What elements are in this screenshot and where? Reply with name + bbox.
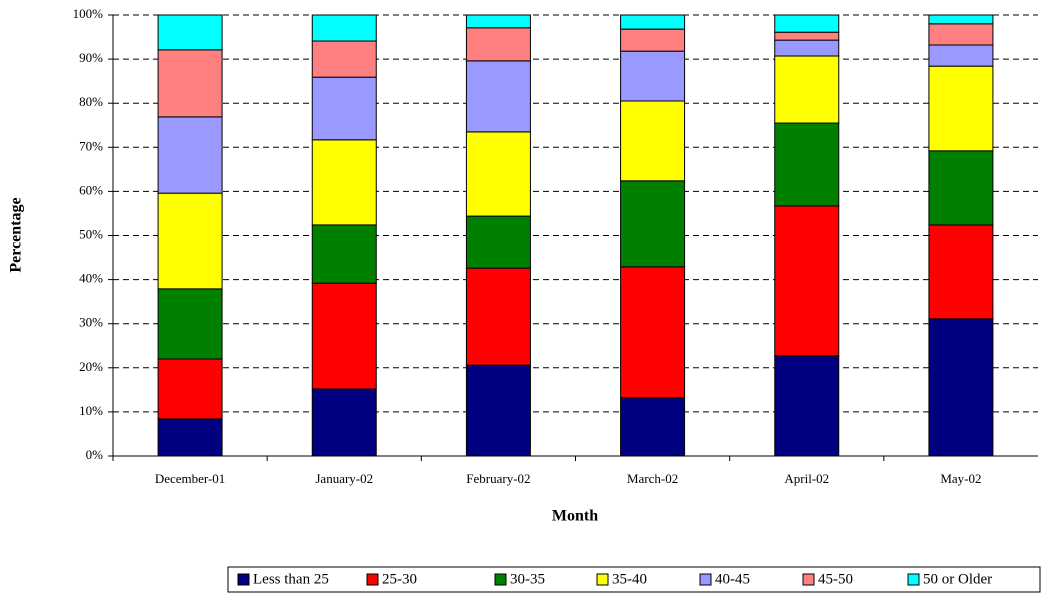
legend-text: 25-30 bbox=[382, 571, 417, 587]
legend-swatch bbox=[494, 573, 507, 586]
bar-segment bbox=[311, 139, 377, 226]
legend-swatch bbox=[907, 573, 920, 586]
bar-segment bbox=[311, 224, 377, 284]
bar-segment bbox=[157, 49, 223, 118]
legend-text: 35-40 bbox=[612, 571, 647, 587]
bar-segment bbox=[928, 23, 994, 46]
bar-segment bbox=[620, 28, 686, 52]
bar-segment bbox=[928, 224, 994, 320]
x-tick-label: January-02 bbox=[315, 471, 373, 486]
legend-box bbox=[227, 566, 1041, 593]
legend-swatch bbox=[366, 573, 379, 586]
x-tick-label: April-02 bbox=[784, 471, 829, 486]
bar-segment bbox=[465, 131, 531, 217]
bar-segment bbox=[157, 14, 223, 51]
bar-segment bbox=[465, 267, 531, 366]
bar-segment bbox=[465, 364, 531, 457]
legend-text: 50 or Older bbox=[923, 571, 992, 587]
bar-segment bbox=[774, 39, 840, 57]
bar-segment bbox=[620, 50, 686, 102]
y-axis-title: Percentage bbox=[8, 197, 25, 272]
x-tick-label: March-02 bbox=[627, 471, 678, 486]
legend-swatch bbox=[237, 573, 250, 586]
bar-segment bbox=[465, 60, 531, 133]
bar-segment bbox=[157, 288, 223, 360]
bar-segment bbox=[465, 14, 531, 29]
bar-segment bbox=[928, 65, 994, 152]
bar-segment bbox=[774, 122, 840, 207]
legend-text: 45-50 bbox=[818, 571, 853, 587]
y-tick-label: 0% bbox=[86, 447, 104, 462]
bar-segment bbox=[465, 27, 531, 62]
y-tick-label: 40% bbox=[79, 271, 103, 286]
bar-segment bbox=[620, 397, 686, 457]
legend-swatch bbox=[802, 573, 815, 586]
bar-segment bbox=[620, 180, 686, 268]
y-tick-label: 90% bbox=[79, 50, 103, 65]
bar-segment bbox=[311, 282, 377, 390]
y-tick-label: 80% bbox=[79, 94, 103, 109]
x-axis-title: Month bbox=[552, 508, 598, 525]
y-tick-label: 50% bbox=[79, 226, 103, 241]
bar-segment bbox=[620, 14, 686, 30]
y-tick-label: 70% bbox=[79, 138, 103, 153]
bar-segment bbox=[311, 76, 377, 141]
legend-text: 30-35 bbox=[510, 571, 545, 587]
x-tick-label: May-02 bbox=[940, 471, 981, 486]
bar-segment bbox=[774, 55, 840, 124]
bar-segment bbox=[311, 14, 377, 42]
x-tick-label: February-02 bbox=[466, 471, 530, 486]
legend-text: Less than 25 bbox=[253, 571, 329, 587]
bar-segment bbox=[928, 318, 994, 457]
y-tick-label: 30% bbox=[79, 315, 103, 330]
bar-segment bbox=[465, 215, 531, 269]
bar-segment bbox=[928, 44, 994, 67]
y-tick-label: 60% bbox=[79, 182, 103, 197]
bar-segment bbox=[157, 418, 223, 457]
bar-segment bbox=[774, 355, 840, 457]
bar-segment bbox=[774, 14, 840, 33]
bar-segment bbox=[928, 14, 994, 25]
legend-swatch bbox=[699, 573, 712, 586]
bar-segment bbox=[928, 150, 994, 226]
bar-segment bbox=[311, 388, 377, 457]
bar-segment bbox=[620, 100, 686, 182]
y-tick-label: 100% bbox=[73, 6, 104, 21]
y-tick-label: 20% bbox=[79, 359, 103, 374]
legend-swatch bbox=[596, 573, 609, 586]
bar-segment bbox=[311, 40, 377, 78]
y-tick-label: 10% bbox=[79, 403, 103, 418]
legend-text: 40-45 bbox=[715, 571, 750, 587]
bar-segment bbox=[157, 116, 223, 194]
bar-segment bbox=[774, 31, 840, 41]
bar-segment bbox=[620, 266, 686, 399]
bar-segment bbox=[157, 358, 223, 420]
bar-segment bbox=[774, 205, 840, 357]
x-tick-label: December-01 bbox=[155, 471, 225, 486]
bar-segment bbox=[157, 192, 223, 290]
